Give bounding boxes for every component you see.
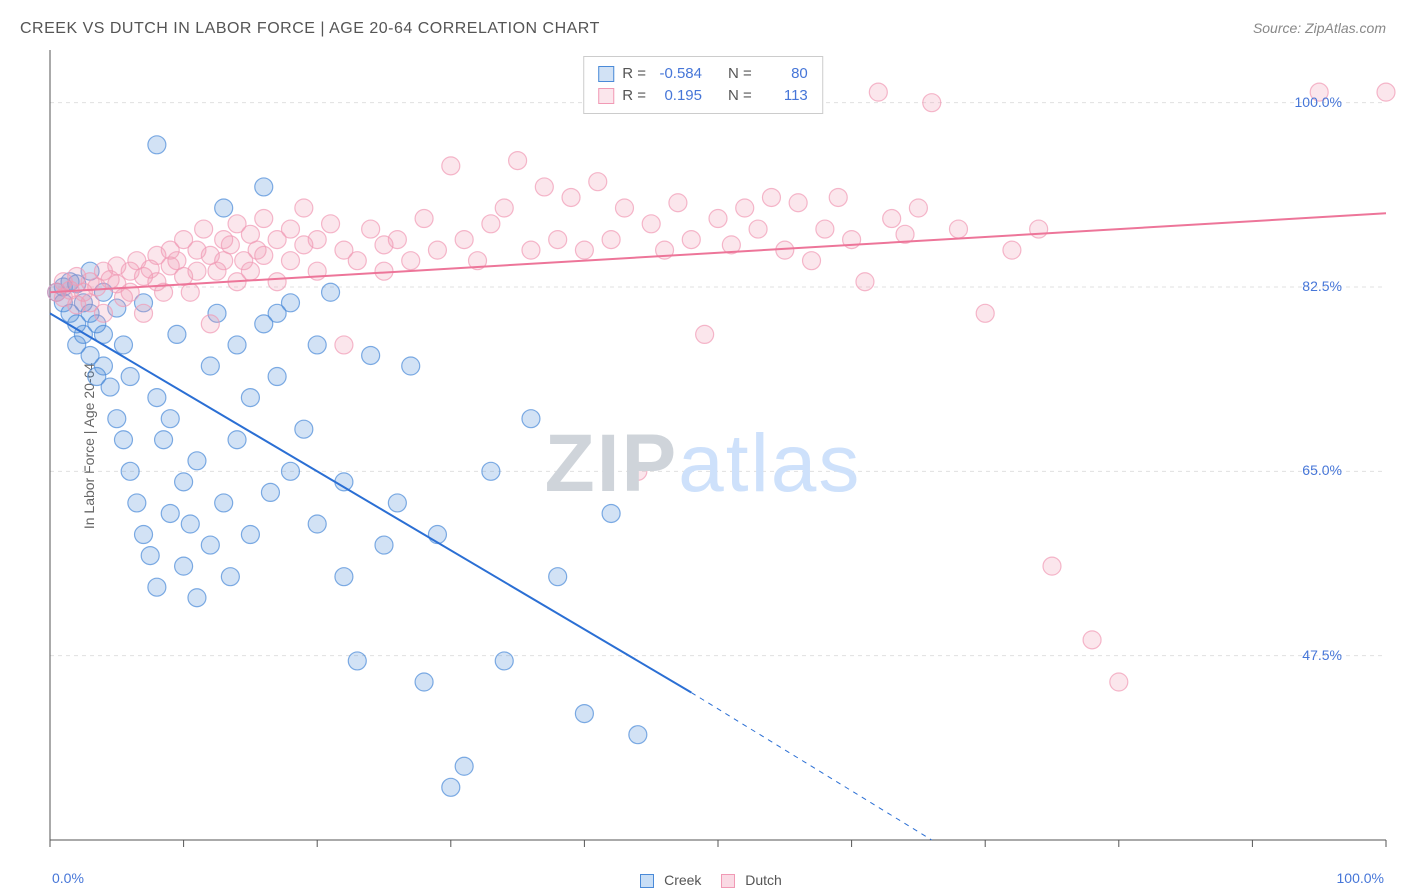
legend-label-dutch: Dutch xyxy=(745,872,782,888)
y-tick-label: 47.5% xyxy=(1302,647,1342,663)
r-label: R = xyxy=(622,63,646,85)
r-label: R = xyxy=(622,85,646,107)
legend-row-creek: R = -0.584 N = 80 xyxy=(598,63,808,85)
legend-swatch-creek-bottom xyxy=(640,874,654,888)
n-value-creek: 80 xyxy=(760,63,808,85)
n-value-dutch: 113 xyxy=(760,85,808,107)
chart-container: CREEK VS DUTCH IN LABOR FORCE | AGE 20-6… xyxy=(0,0,1406,892)
legend-swatch-dutch xyxy=(598,88,614,104)
legend-row-dutch: R = 0.195 N = 113 xyxy=(598,85,808,107)
y-tick-label: 100.0% xyxy=(1295,94,1342,110)
y-tick-label: 82.5% xyxy=(1302,278,1342,294)
n-label: N = xyxy=(728,63,752,85)
r-value-creek: -0.584 xyxy=(654,63,702,85)
series-legend: Creek Dutch xyxy=(0,872,1406,888)
legend-label-creek: Creek xyxy=(664,872,701,888)
n-label: N = xyxy=(728,85,752,107)
scatter-chart xyxy=(0,0,1406,892)
legend-swatch-creek xyxy=(598,66,614,82)
y-tick-label: 65.0% xyxy=(1302,462,1342,478)
r-value-dutch: 0.195 xyxy=(654,85,702,107)
legend-swatch-dutch-bottom xyxy=(721,874,735,888)
correlation-legend: R = -0.584 N = 80 R = 0.195 N = 113 xyxy=(583,56,823,114)
